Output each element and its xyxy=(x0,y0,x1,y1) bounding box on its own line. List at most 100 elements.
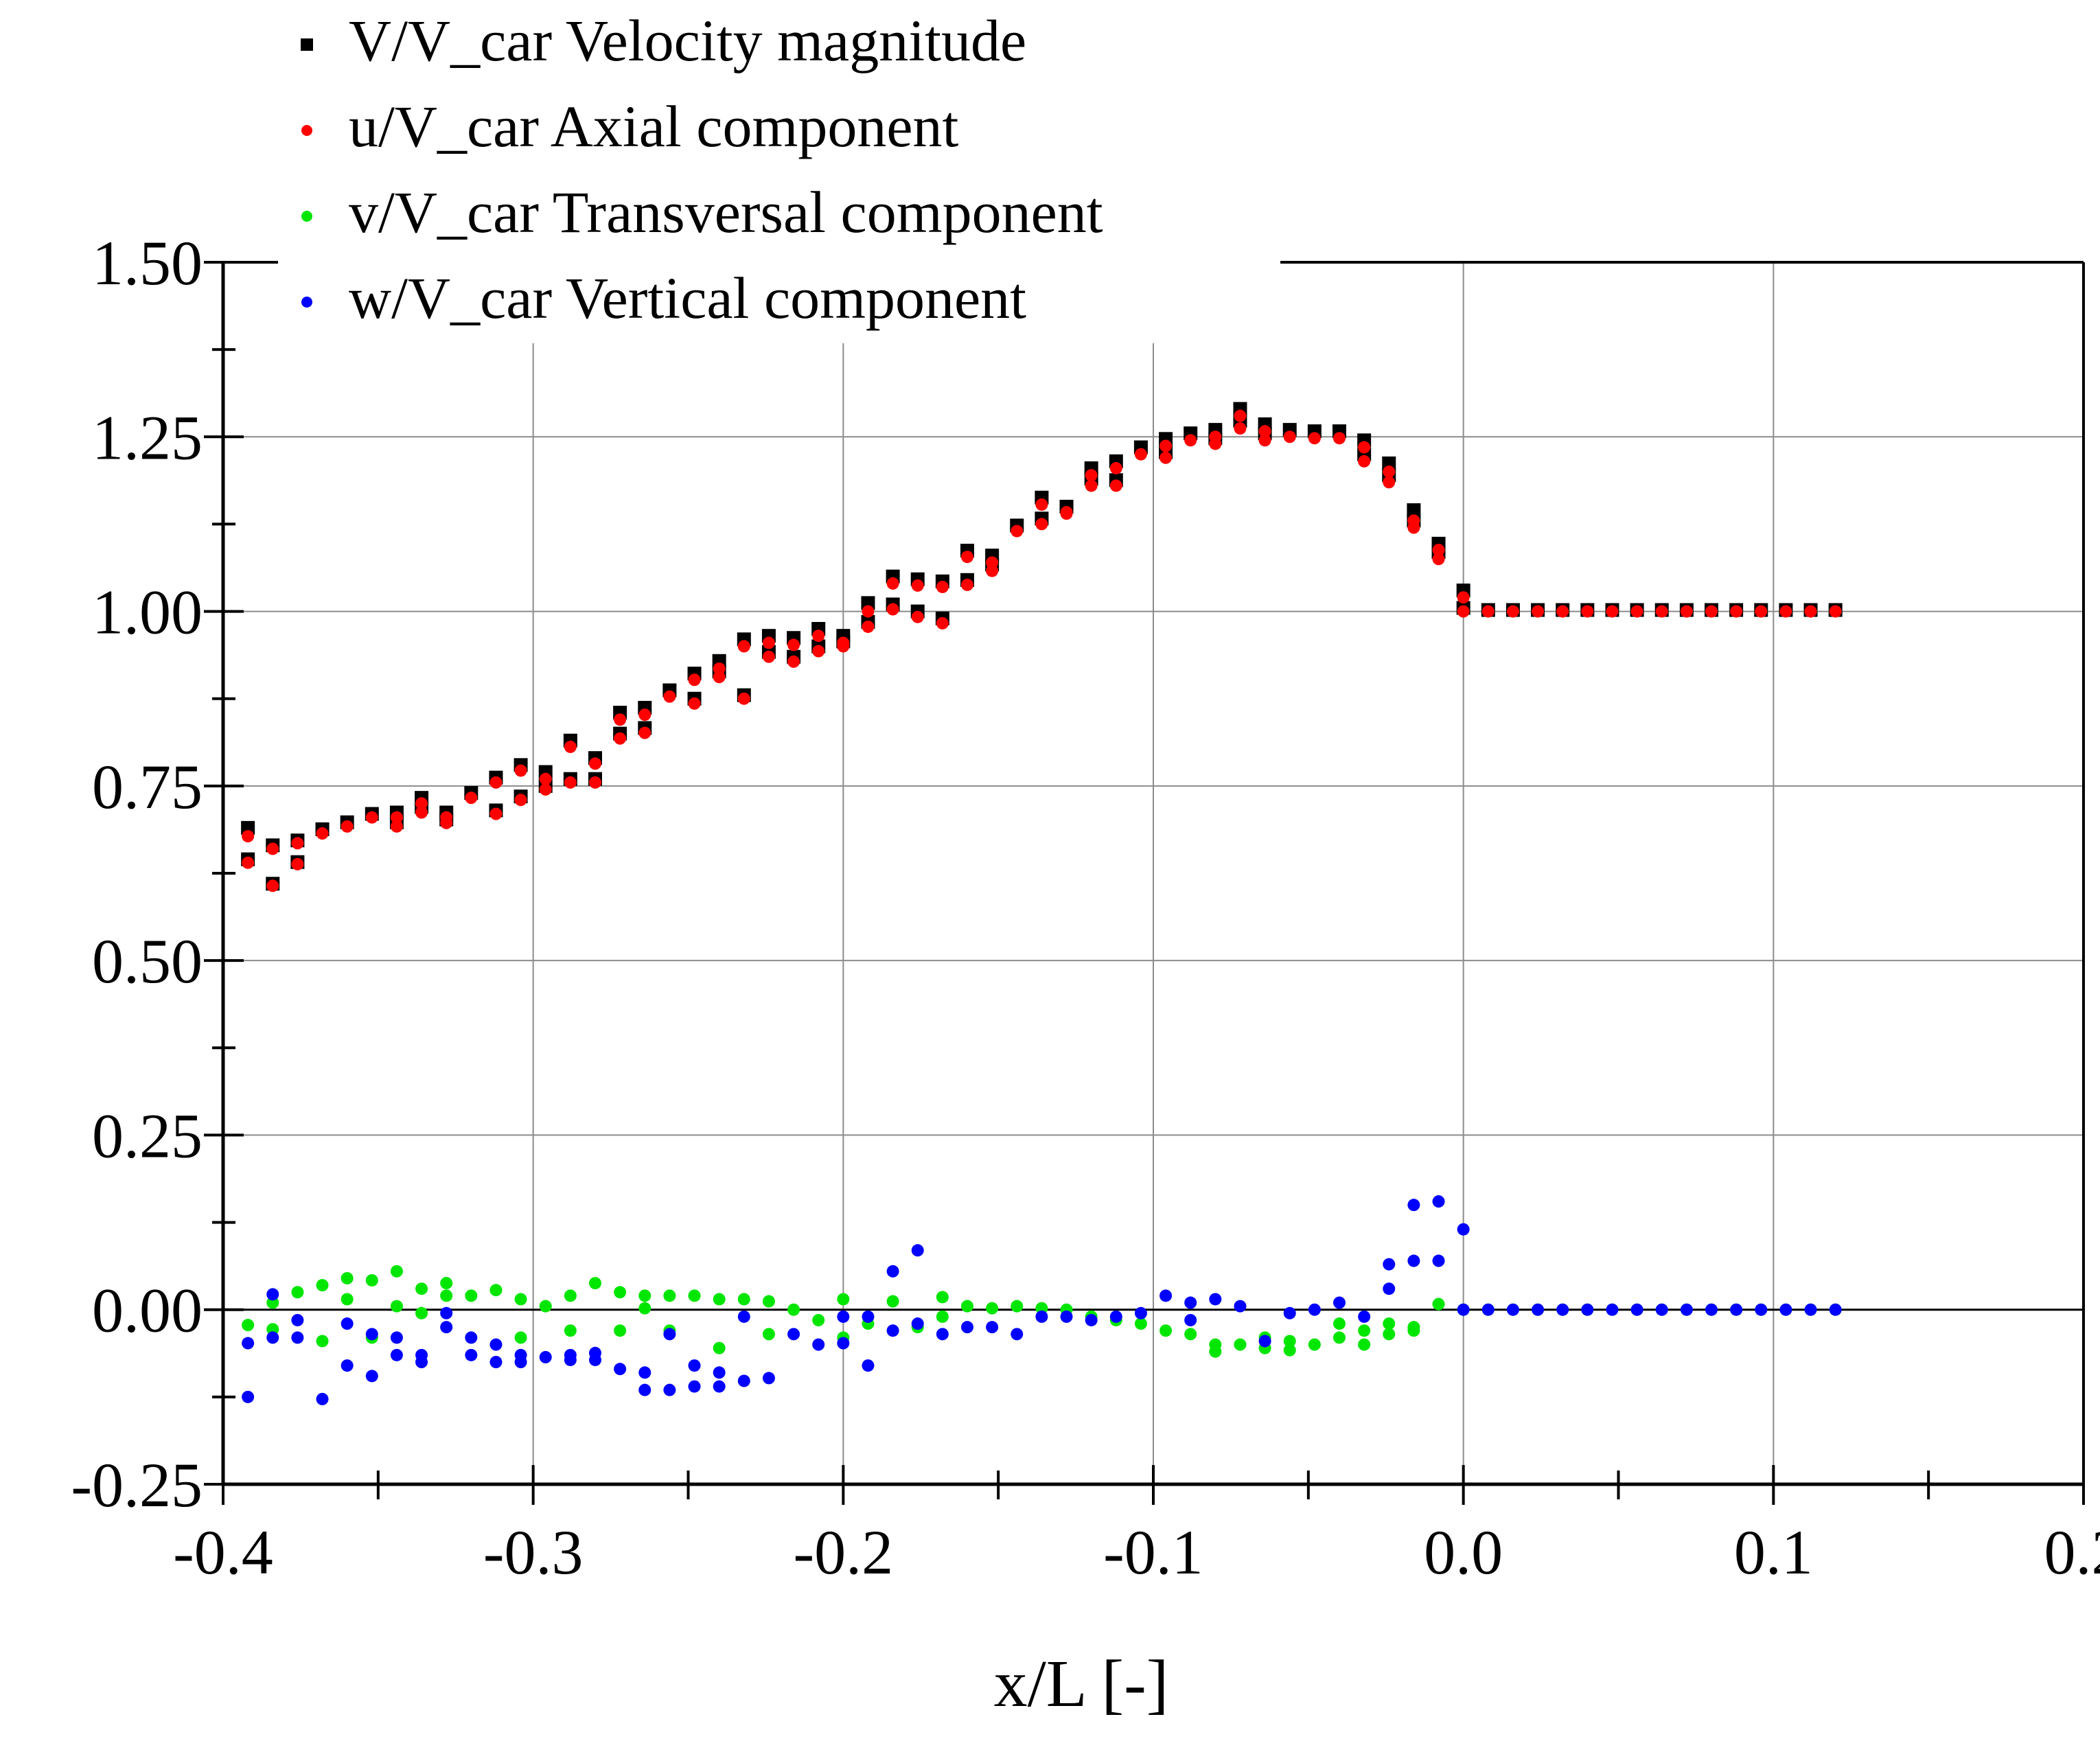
series-3-point-9 xyxy=(366,1370,378,1382)
series-3-point-66 xyxy=(1308,1304,1321,1316)
x-tick-label-1: -0.3 xyxy=(483,1517,584,1587)
series-1-point-97 xyxy=(1681,606,1693,618)
series-3-point-42 xyxy=(837,1337,849,1350)
series-2-point-10 xyxy=(391,1265,403,1278)
series-1-point-77 xyxy=(1308,432,1321,444)
series-2-point-64 xyxy=(1333,1317,1346,1330)
series-1-point-64 xyxy=(1110,462,1122,474)
series-3-point-36 xyxy=(713,1366,726,1379)
series-2-point-7 xyxy=(341,1293,354,1305)
series-3-point-7 xyxy=(341,1359,354,1372)
series-2-point-70 xyxy=(1407,1324,1420,1337)
series-1-point-7 xyxy=(341,820,354,833)
series-1-point-21 xyxy=(540,783,552,796)
series-1-point-66 xyxy=(1135,448,1147,461)
series-1-point-51 xyxy=(936,581,949,593)
y-tick-label-7: 1.50 xyxy=(92,228,203,298)
series-1-point-100 xyxy=(1755,606,1767,618)
series-1-point-29 xyxy=(638,727,651,739)
series-2-point-68 xyxy=(1383,1328,1395,1340)
series-3-point-82 xyxy=(1606,1304,1618,1316)
series-2-point-36 xyxy=(787,1304,800,1316)
series-2-point-15 xyxy=(440,1289,452,1302)
series-1-point-63 xyxy=(1085,469,1098,481)
series-1-point-38 xyxy=(763,651,775,663)
series-3-point-75 xyxy=(1457,1223,1470,1236)
series-2-point-61 xyxy=(1284,1344,1296,1357)
series-3-point-68 xyxy=(1358,1311,1370,1323)
series-1-point-6 xyxy=(316,827,329,840)
series-1-point-103 xyxy=(1830,606,1842,618)
series-1-point-2 xyxy=(266,842,279,855)
series-1-point-72 xyxy=(1234,410,1246,422)
series-3-point-40 xyxy=(787,1328,800,1340)
x-tick-label-2: -0.2 xyxy=(794,1517,894,1587)
series-3-point-63 xyxy=(1234,1300,1246,1313)
series-2-point-63 xyxy=(1333,1331,1346,1344)
series-2-point-56 xyxy=(1209,1346,1221,1358)
series-1-point-44 xyxy=(837,640,849,652)
series-3-point-23 xyxy=(540,1351,552,1363)
series-1-point-94 xyxy=(1606,606,1618,618)
series-2-point-21 xyxy=(564,1289,577,1302)
series-3-point-4 xyxy=(291,1331,303,1344)
series-1-point-96 xyxy=(1656,606,1668,618)
series-1-point-56 xyxy=(986,565,998,577)
series-1-point-86 xyxy=(1433,553,1445,565)
series-2-point-57 xyxy=(1234,1339,1246,1351)
series-3-point-79 xyxy=(1532,1304,1544,1316)
series-2-point-0 xyxy=(242,1319,254,1331)
series-2-point-62 xyxy=(1308,1339,1321,1351)
x-tick-label-0: -0.4 xyxy=(173,1517,273,1587)
data-series xyxy=(241,402,1843,1405)
series-2-point-66 xyxy=(1358,1324,1370,1337)
series-1-point-17 xyxy=(489,808,502,820)
legend-marker-0 xyxy=(301,38,313,51)
series-3-point-76 xyxy=(1457,1304,1470,1316)
series-1-point-87 xyxy=(1457,591,1470,603)
series-1-point-23 xyxy=(564,776,577,789)
series-3-point-54 xyxy=(1035,1311,1048,1323)
legend-label-1: u/V_car Axial component xyxy=(349,93,959,159)
series-3-point-55 xyxy=(1061,1311,1073,1323)
series-2-point-37 xyxy=(812,1314,824,1326)
series-3-point-60 xyxy=(1184,1314,1197,1326)
series-2-point-22 xyxy=(564,1324,577,1337)
series-1-point-16 xyxy=(489,776,502,789)
series-3-point-57 xyxy=(1110,1311,1122,1323)
series-3-point-62 xyxy=(1209,1293,1221,1305)
series-3-point-67 xyxy=(1333,1297,1346,1309)
series-2-point-24 xyxy=(614,1286,626,1298)
series-3-point-8 xyxy=(341,1317,354,1330)
series-1-point-95 xyxy=(1631,606,1643,618)
series-3-point-27 xyxy=(589,1354,601,1366)
series-1-point-57 xyxy=(1011,525,1023,538)
series-1-point-24 xyxy=(589,757,601,770)
series-3-point-91 xyxy=(1830,1304,1842,1316)
series-3-point-43 xyxy=(837,1311,849,1323)
series-2-point-27 xyxy=(638,1302,651,1315)
series-1-point-76 xyxy=(1284,430,1296,443)
series-1-point-75 xyxy=(1259,434,1271,446)
series-1-point-78 xyxy=(1333,432,1346,444)
series-2-point-65 xyxy=(1358,1339,1370,1351)
series-3-point-83 xyxy=(1631,1304,1643,1316)
x-tick-label-6: 0.2 xyxy=(2044,1517,2100,1587)
series-2-point-23 xyxy=(589,1277,601,1289)
series-2-point-8 xyxy=(366,1274,378,1287)
series-1-point-31 xyxy=(689,673,701,686)
series-2-point-45 xyxy=(961,1300,973,1313)
series-1-point-99 xyxy=(1730,606,1742,618)
series-3-point-1 xyxy=(242,1337,254,1350)
series-2-point-46 xyxy=(986,1302,998,1315)
series-1-point-79 xyxy=(1358,441,1370,454)
series-2-point-13 xyxy=(415,1307,428,1319)
series-3-point-74 xyxy=(1433,1255,1445,1267)
series-1-point-8 xyxy=(366,811,378,824)
series-2-point-28 xyxy=(663,1289,676,1302)
series-3-point-15 xyxy=(440,1321,452,1333)
series-1-point-3 xyxy=(266,879,279,892)
series-3-point-41 xyxy=(812,1339,824,1351)
series-3-point-59 xyxy=(1159,1289,1172,1302)
